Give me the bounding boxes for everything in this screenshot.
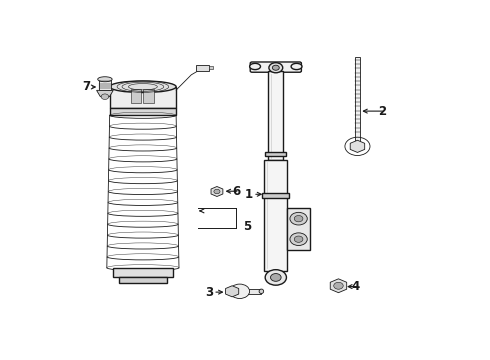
Bar <box>119 277 167 283</box>
Bar <box>232 289 261 293</box>
Polygon shape <box>330 279 347 293</box>
Circle shape <box>290 212 307 225</box>
Bar <box>110 87 176 108</box>
Bar <box>262 193 290 198</box>
Text: 1: 1 <box>245 188 253 201</box>
Text: 5: 5 <box>244 220 252 233</box>
Circle shape <box>334 282 343 289</box>
Bar <box>99 79 111 90</box>
Circle shape <box>214 189 220 194</box>
Polygon shape <box>211 186 223 197</box>
Bar <box>268 71 283 159</box>
Bar <box>265 159 287 270</box>
Text: 4: 4 <box>351 280 360 293</box>
Polygon shape <box>97 90 113 97</box>
Polygon shape <box>350 140 365 152</box>
Ellipse shape <box>98 77 112 82</box>
Bar <box>209 67 213 69</box>
Circle shape <box>272 65 279 70</box>
Polygon shape <box>225 286 239 297</box>
Bar <box>265 152 287 156</box>
Bar <box>110 108 176 115</box>
Ellipse shape <box>110 81 176 93</box>
Bar <box>131 90 142 103</box>
Bar <box>196 65 209 71</box>
Circle shape <box>265 270 287 285</box>
Text: 3: 3 <box>205 285 214 299</box>
Circle shape <box>294 216 303 222</box>
Bar <box>355 57 360 143</box>
Circle shape <box>270 274 281 281</box>
Ellipse shape <box>259 289 264 293</box>
Circle shape <box>290 233 307 246</box>
Circle shape <box>101 94 109 99</box>
Bar <box>113 268 173 277</box>
Bar <box>287 208 310 250</box>
Circle shape <box>294 236 303 242</box>
Circle shape <box>269 63 283 73</box>
FancyBboxPatch shape <box>250 62 301 72</box>
Text: 7: 7 <box>82 81 90 94</box>
Text: 2: 2 <box>378 105 386 118</box>
Ellipse shape <box>249 63 261 69</box>
Ellipse shape <box>291 63 302 69</box>
Bar <box>143 90 153 103</box>
Text: 6: 6 <box>232 185 240 198</box>
Circle shape <box>230 284 249 298</box>
